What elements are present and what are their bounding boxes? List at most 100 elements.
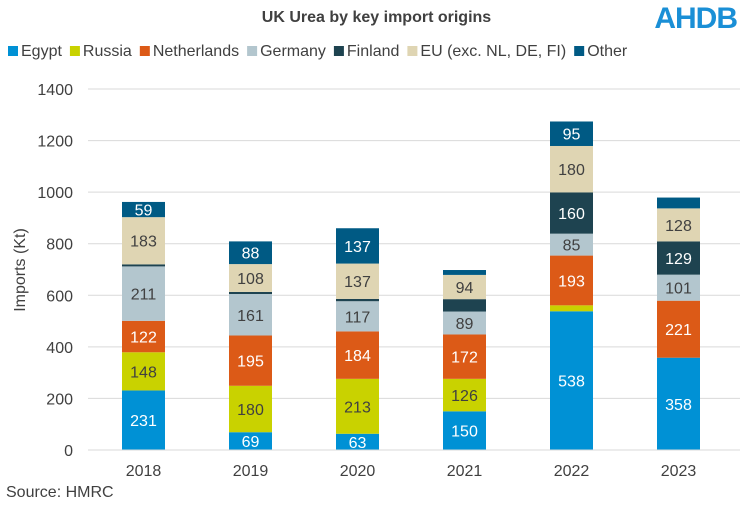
bar-segment-netherlands [657,300,700,358]
legend-swatch [247,46,258,56]
bar-segment-egypt [122,390,165,450]
source-note: Source: HMRC [6,484,114,501]
bar-segment-egypt [657,357,700,450]
data-label: 150 [451,424,478,441]
data-label: 101 [665,281,692,298]
bar-segment-finland [229,291,272,294]
x-tick-label: 2021 [447,463,483,480]
bar-segment-germany [657,274,700,301]
bar-segment-other [336,228,379,264]
bar-segment-netherlands [122,320,165,353]
data-label: 211 [131,287,157,304]
data-label: 160 [558,206,585,223]
legend-entry: Germany [260,43,326,60]
bar-segment-germany [550,233,593,256]
bar-segment-egypt [336,433,379,450]
data-label: 148 [130,364,157,381]
bar-segment-finland [657,241,700,275]
chart-title: UK Urea by key import origins [261,9,492,26]
x-tick-label: 2023 [661,463,697,480]
legend-entry: Other [587,43,628,60]
bar-segment-finland [122,264,165,267]
data-label: 161 [237,308,264,325]
data-label: 95 [563,127,581,144]
bar-segment-russia [122,352,165,391]
bar-segment-other [443,270,486,275]
data-label: 195 [237,354,264,371]
bar-segment-netherlands [550,255,593,306]
x-tick-label: 2020 [340,463,376,480]
y-tick-label: 800 [46,237,73,254]
data-label: 94 [456,280,474,297]
bar-segment-russia [550,305,593,312]
legend-swatch [8,46,18,56]
data-label: 137 [344,274,371,291]
y-tick-label: 400 [46,340,73,357]
data-label: 128 [665,218,692,235]
data-label: 213 [344,399,371,416]
bar-segment-eu-exc-nl-de-fi- [550,145,593,193]
bar-segment-finland [443,299,486,312]
y-axis-label: Imports (Kt) [12,228,29,312]
y-tick-label: 1200 [37,134,73,151]
data-label: 221 [665,322,692,339]
bar-segment-germany [336,301,379,332]
data-label: 85 [563,238,581,255]
data-label: 180 [558,162,585,179]
x-tick-label: 2019 [233,463,269,480]
data-label: 108 [237,271,264,288]
bar-segment-germany [443,311,486,335]
bar-segment-germany [122,266,165,321]
bar-segment-finland [550,192,593,234]
data-label: 126 [451,388,478,405]
bar-segment-eu-exc-nl-de-fi- [122,217,165,265]
data-label: 172 [451,350,478,367]
bar-segment-eu-exc-nl-de-fi- [229,264,272,292]
bar-segment-russia [229,385,272,433]
bar-segment-netherlands [336,331,379,379]
y-tick-label: 600 [46,288,73,305]
bar-segment-other [122,201,165,218]
bar-segment-eu-exc-nl-de-fi- [336,263,379,299]
bar-segment-egypt [550,311,593,450]
legend-swatch [139,46,150,56]
data-label: 59 [135,203,153,220]
legend-entry: Netherlands [153,43,239,60]
bar-segment-russia [443,378,486,412]
bar-segment-eu-exc-nl-de-fi- [657,208,700,242]
ahdb-logo: AHDB [654,2,738,35]
bar-segment-other [229,241,272,265]
legend-entry: Finland [347,43,399,60]
bar-segment-egypt [443,411,486,450]
x-tick-label: 2018 [126,463,162,480]
legend-entry: Russia [83,43,132,60]
data-label: 180 [237,402,264,419]
data-label: 63 [349,435,367,452]
bar-segment-other [657,197,700,209]
data-label: 117 [345,309,371,326]
data-label: 231 [130,413,157,430]
bar-segment-netherlands [229,335,272,386]
data-label: 122 [130,330,157,347]
data-label: 129 [665,251,692,268]
data-label: 88 [242,246,260,263]
data-label: 538 [558,374,585,391]
x-tick-label: 2022 [554,463,590,480]
data-label: 183 [130,234,157,251]
data-label: 184 [344,348,371,365]
y-tick-label: 1000 [37,185,73,202]
data-label: 358 [665,397,692,414]
data-label: 89 [456,316,474,333]
legend-swatch [333,46,344,56]
data-label: 193 [558,273,585,290]
y-tick-label: 0 [64,443,73,460]
legend-entry: Egypt [21,43,62,60]
bar-segment-netherlands [443,334,486,379]
data-label: 69 [242,434,260,451]
legend-entry: EU (exc. NL, DE, FI) [420,43,566,60]
legend-swatch [574,46,585,56]
data-label: 137 [344,239,371,256]
y-tick-label: 1400 [37,82,73,99]
